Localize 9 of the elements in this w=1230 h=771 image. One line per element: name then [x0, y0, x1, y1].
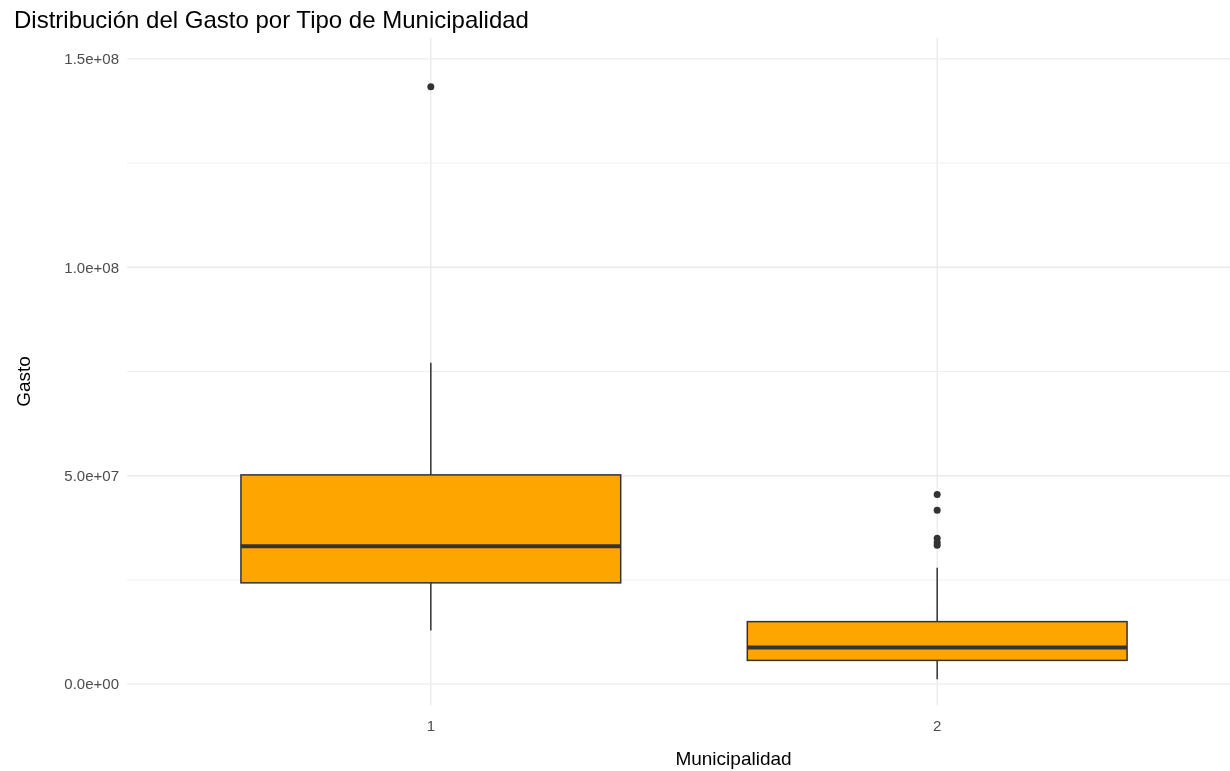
y-axis-title: Gasto	[13, 356, 34, 407]
y-tick-label: 0.0e+00	[64, 675, 119, 693]
y-tick-label: 1.5e+08	[64, 50, 119, 68]
y-tick-label: 5.0e+07	[64, 466, 119, 484]
y-tick-label: 1.0e+08	[64, 258, 119, 276]
chart-title: Distribución del Gasto por Tipo de Municipalidad	[14, 6, 529, 33]
x-axis-title: Municipalidad	[675, 748, 792, 769]
x-tick-label: 1	[426, 717, 435, 734]
x-tick-label: 2	[933, 717, 942, 734]
